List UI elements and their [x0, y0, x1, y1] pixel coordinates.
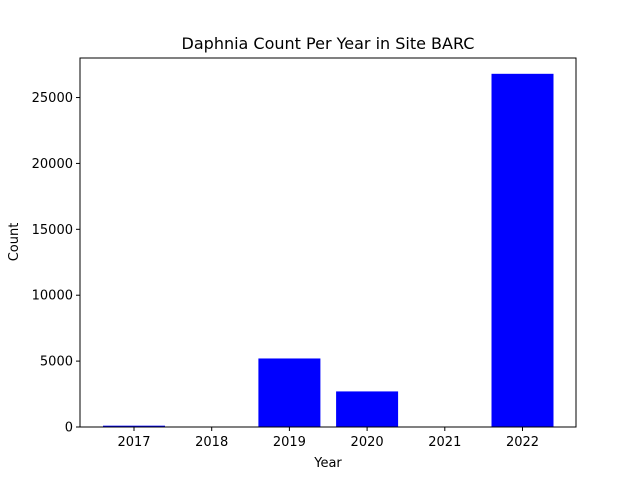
bar-2017: [103, 425, 165, 427]
x-axis-label: Year: [313, 456, 342, 471]
y-axis-label: Count: [7, 223, 22, 262]
bar-2019: [258, 358, 321, 427]
x-axis: 2017 2018 2019 2020 2021 2022: [117, 427, 539, 450]
x-tick-label: 2022: [506, 435, 539, 450]
x-tick-label: 2018: [195, 435, 228, 450]
y-tick-label: 0: [65, 421, 73, 436]
x-tick-label: 2020: [351, 435, 384, 450]
bar-2022: [491, 73, 554, 427]
x-tick-label: 2017: [117, 435, 150, 450]
plot-frame: [79, 57, 577, 428]
chart-title: Daphnia Count Per Year in Site BARC: [182, 34, 475, 53]
bar-2020: [336, 391, 399, 427]
x-tick-label: 2021: [428, 435, 461, 450]
y-tick-label: 25000: [32, 91, 73, 106]
x-tick-label: 2019: [273, 435, 306, 450]
y-tick-label: 5000: [40, 355, 73, 370]
y-tick-label: 15000: [32, 223, 73, 238]
bars-group: [103, 73, 554, 427]
y-tick-label: 10000: [32, 289, 73, 304]
y-tick-label: 20000: [32, 157, 73, 172]
y-axis: 0 5000 10000 15000 20000 25000: [32, 91, 80, 436]
